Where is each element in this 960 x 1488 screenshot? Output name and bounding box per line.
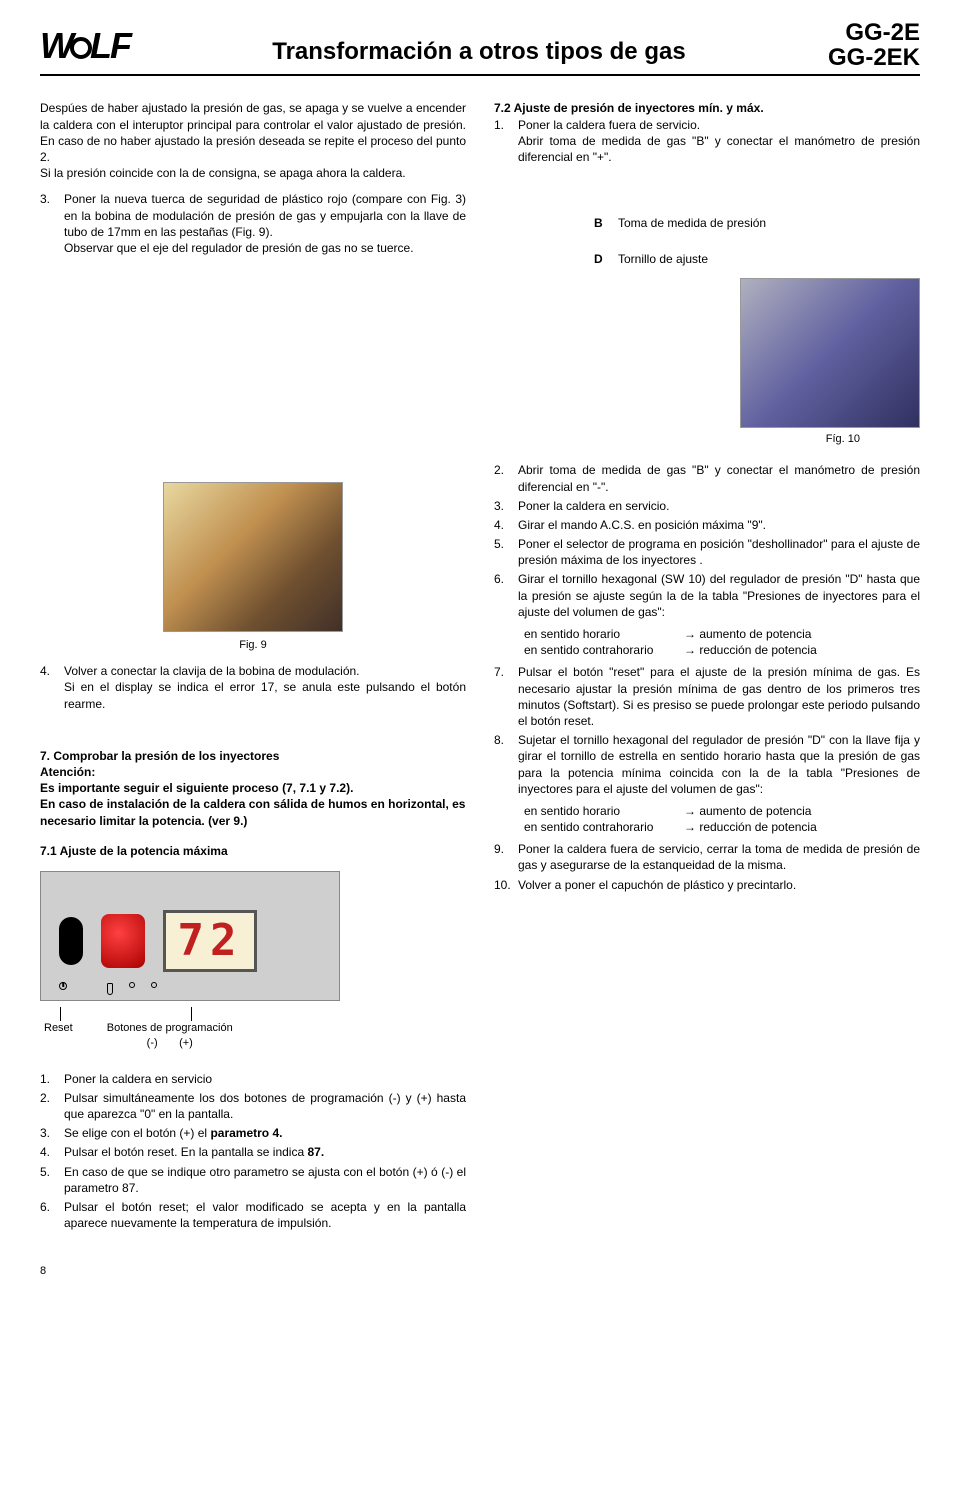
black-switch bbox=[59, 917, 83, 965]
prog-label-block: Botones de programación (-) (+) bbox=[107, 1021, 233, 1051]
r-step-3: 3.Poner la caldera en servicio. bbox=[494, 498, 920, 514]
display-value: 72 bbox=[178, 911, 243, 970]
dot-icon-2 bbox=[151, 982, 157, 988]
callout-block: B Toma de medida de presión D Tornillo d… bbox=[594, 215, 920, 267]
section-7-2-title: 7.2 Ajuste de presión de inyectores mín.… bbox=[494, 100, 920, 116]
intro-p1: Despúes de haber ajustado la presión de … bbox=[40, 100, 466, 181]
thermometer-icon bbox=[107, 983, 113, 995]
intro-p1b-text: Si la presión coincide con la de consign… bbox=[40, 166, 406, 180]
dot-icon-1 bbox=[129, 982, 135, 988]
intro-p1-text: Despúes de haber ajustado la presión de … bbox=[40, 101, 466, 164]
col-left-1: Despúes de haber ajustado la presión de … bbox=[40, 100, 466, 462]
red-reset-button bbox=[101, 914, 145, 968]
step-4: 4. Volver a conectar la clavija de la bo… bbox=[40, 663, 466, 712]
col-left-2: Fig. 9 4. Volver a conectar la clavija d… bbox=[40, 462, 466, 1234]
section-7-title: 7. Comprobar la presión de los inyectore… bbox=[40, 748, 466, 764]
atencion-line2: En caso de instalación de la caldera con… bbox=[40, 796, 466, 828]
atencion-label: Atención: bbox=[40, 764, 466, 780]
col-right-2: 2.Abrir toma de medida de gas "B" y cone… bbox=[494, 462, 920, 1234]
seven-seg-display: 72 bbox=[163, 910, 257, 972]
logo-text-post: LF bbox=[90, 22, 130, 71]
page-header: W LF Transformación a otros tipos de gas… bbox=[40, 20, 920, 76]
section-7-1-title: 7.1 Ajuste de la potencia máxima bbox=[40, 843, 466, 859]
logo-o-shape bbox=[70, 37, 92, 59]
atencion-line1: Es importante seguir el siguiente proces… bbox=[40, 780, 466, 796]
r-step-8: 8.Sujetar el tornillo hexagonal del regu… bbox=[494, 732, 920, 797]
callout-b-text: Toma de medida de presión bbox=[618, 215, 920, 231]
r-step-9: 9.Poner la caldera fuera de servicio, ce… bbox=[494, 841, 920, 873]
r-step-6: 6.Girar el tornillo hexagonal (SW 10) de… bbox=[494, 571, 920, 620]
col-right-1: 7.2 Ajuste de presión de inyectores mín.… bbox=[494, 100, 920, 462]
step-3: 3. Poner la nueva tuerca de seguridad de… bbox=[40, 191, 466, 256]
page-title: Transformación a otros tipos de gas bbox=[130, 36, 828, 70]
r-step-1-text: Poner la caldera fuera de servicio. Abri… bbox=[518, 117, 920, 166]
r-step-4: 4.Girar el mando A.C.S. en posición máxi… bbox=[494, 517, 920, 533]
panel-labels: Reset Botones de programación (-) (+) bbox=[40, 1021, 466, 1051]
callout-b: B Toma de medida de presión bbox=[594, 215, 920, 231]
fig-9-image bbox=[163, 482, 343, 632]
logo-text-pre: W bbox=[40, 22, 72, 71]
r-step-5: 5.Poner el selector de programa en posic… bbox=[494, 536, 920, 568]
top-columns: Despúes de haber ajustado la presión de … bbox=[40, 100, 920, 462]
connector-line-2 bbox=[191, 1007, 192, 1021]
r-step-1-num: 1. bbox=[494, 117, 512, 166]
fig-10-image bbox=[740, 278, 920, 428]
r-step-1: 1. Poner la caldera fuera de servicio. A… bbox=[494, 117, 920, 166]
step-3-text: Poner la nueva tuerca de seguridad de pl… bbox=[64, 191, 466, 256]
fig-10-caption: Fíg. 10 bbox=[494, 432, 920, 447]
reset-label: Reset bbox=[44, 1021, 73, 1051]
r-step-10: 10.Volver a poner el capuchón de plástic… bbox=[494, 877, 920, 893]
prog-plusminus: (-) (+) bbox=[107, 1036, 233, 1051]
power-icon bbox=[59, 982, 67, 990]
page-number: 8 bbox=[40, 1264, 920, 1279]
step-4-text: Volver a conectar la clavija de la bobin… bbox=[64, 663, 466, 712]
model-1: GG-2E bbox=[828, 20, 920, 45]
wolf-logo: W LF bbox=[40, 22, 130, 71]
callout-d-letter: D bbox=[594, 251, 610, 267]
mid-columns: Fig. 9 4. Volver a conectar la clavija d… bbox=[40, 462, 920, 1234]
step-3-num: 3. bbox=[40, 191, 58, 256]
r-step-7: 7.Pulsar el botón "reset" para el ajuste… bbox=[494, 664, 920, 729]
fig-9-caption: Fig. 9 bbox=[40, 638, 466, 653]
step-4-num: 4. bbox=[40, 663, 58, 712]
bstep-6: 6.Pulsar el botón reset; el valor modifi… bbox=[40, 1199, 466, 1231]
bstep-3: 3.Se elige con el botón (+) el parametro… bbox=[40, 1125, 466, 1141]
control-panel: 72 bbox=[40, 871, 340, 1001]
rotation-table-1: en sentido horario→ aumento de potencia … bbox=[524, 626, 920, 658]
bstep-1: 1.Poner la caldera en servicio bbox=[40, 1071, 466, 1087]
bstep-2: 2.Pulsar simultáneamente los dos botones… bbox=[40, 1090, 466, 1122]
r-step-2: 2.Abrir toma de medida de gas "B" y cone… bbox=[494, 462, 920, 494]
callout-b-letter: B bbox=[594, 215, 610, 231]
model-2: GG-2EK bbox=[828, 45, 920, 70]
panel-icons-row bbox=[59, 982, 157, 994]
connector-line-1 bbox=[60, 1007, 61, 1021]
bstep-4: 4.Pulsar el botón reset. En la pantalla … bbox=[40, 1144, 466, 1160]
callout-d: D Tornillo de ajuste bbox=[594, 251, 920, 267]
callout-d-text: Tornillo de ajuste bbox=[618, 251, 920, 267]
rotation-table-2: en sentido horario→ aumento de potencia … bbox=[524, 803, 920, 835]
model-codes: GG-2E GG-2EK bbox=[828, 20, 920, 70]
bstep-5: 5.En caso de que se indique otro paramet… bbox=[40, 1164, 466, 1196]
prog-label: Botones de programación bbox=[107, 1022, 233, 1034]
